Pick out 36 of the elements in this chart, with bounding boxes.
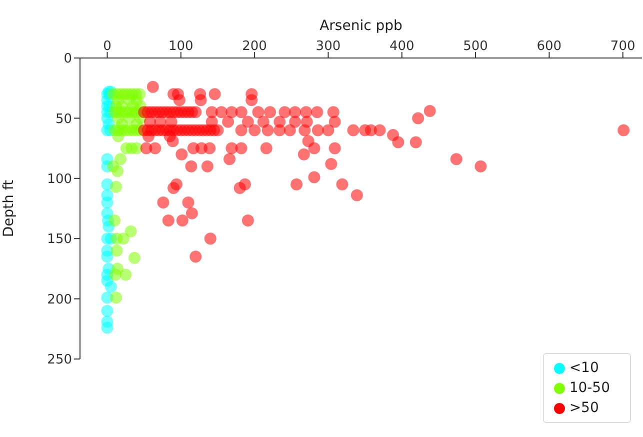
x-tick-label: 500 [463,39,488,54]
point [104,280,117,293]
y-tick-label: 0 [64,52,72,67]
y-tick-label: 50 [55,112,72,127]
x-tick-label: 400 [389,39,414,54]
x-tick-label: 600 [536,39,562,54]
y-tick-label: 100 [47,172,72,188]
legend-label: >50 [569,400,599,416]
point [117,232,130,245]
y-tick-label: 150 [47,232,72,248]
x-tick-label: 100 [168,39,194,54]
point [128,252,141,264]
y-axis-title: Depth ft [0,179,17,238]
point [108,214,121,227]
legend-label: <10 [569,360,599,376]
point [101,196,114,208]
point [114,153,127,166]
point [120,268,132,281]
y-tick-label: 250 [47,352,72,368]
point [109,268,122,281]
point [101,304,114,317]
x-tick-label: 700 [610,39,636,54]
point [110,244,123,257]
x-tick-label: 300 [316,39,341,54]
x-tick-label: 0 [103,39,112,54]
point [110,292,122,304]
point [101,250,114,263]
point [101,322,114,334]
legend-label: 10-50 [569,380,610,396]
point [110,180,122,193]
point [124,225,137,238]
point [112,130,124,142]
x-axis-title: Arsenic ppb [320,18,403,34]
point [112,165,124,178]
x-tick-label: 200 [242,39,267,54]
y-tick-label: 200 [47,292,72,308]
